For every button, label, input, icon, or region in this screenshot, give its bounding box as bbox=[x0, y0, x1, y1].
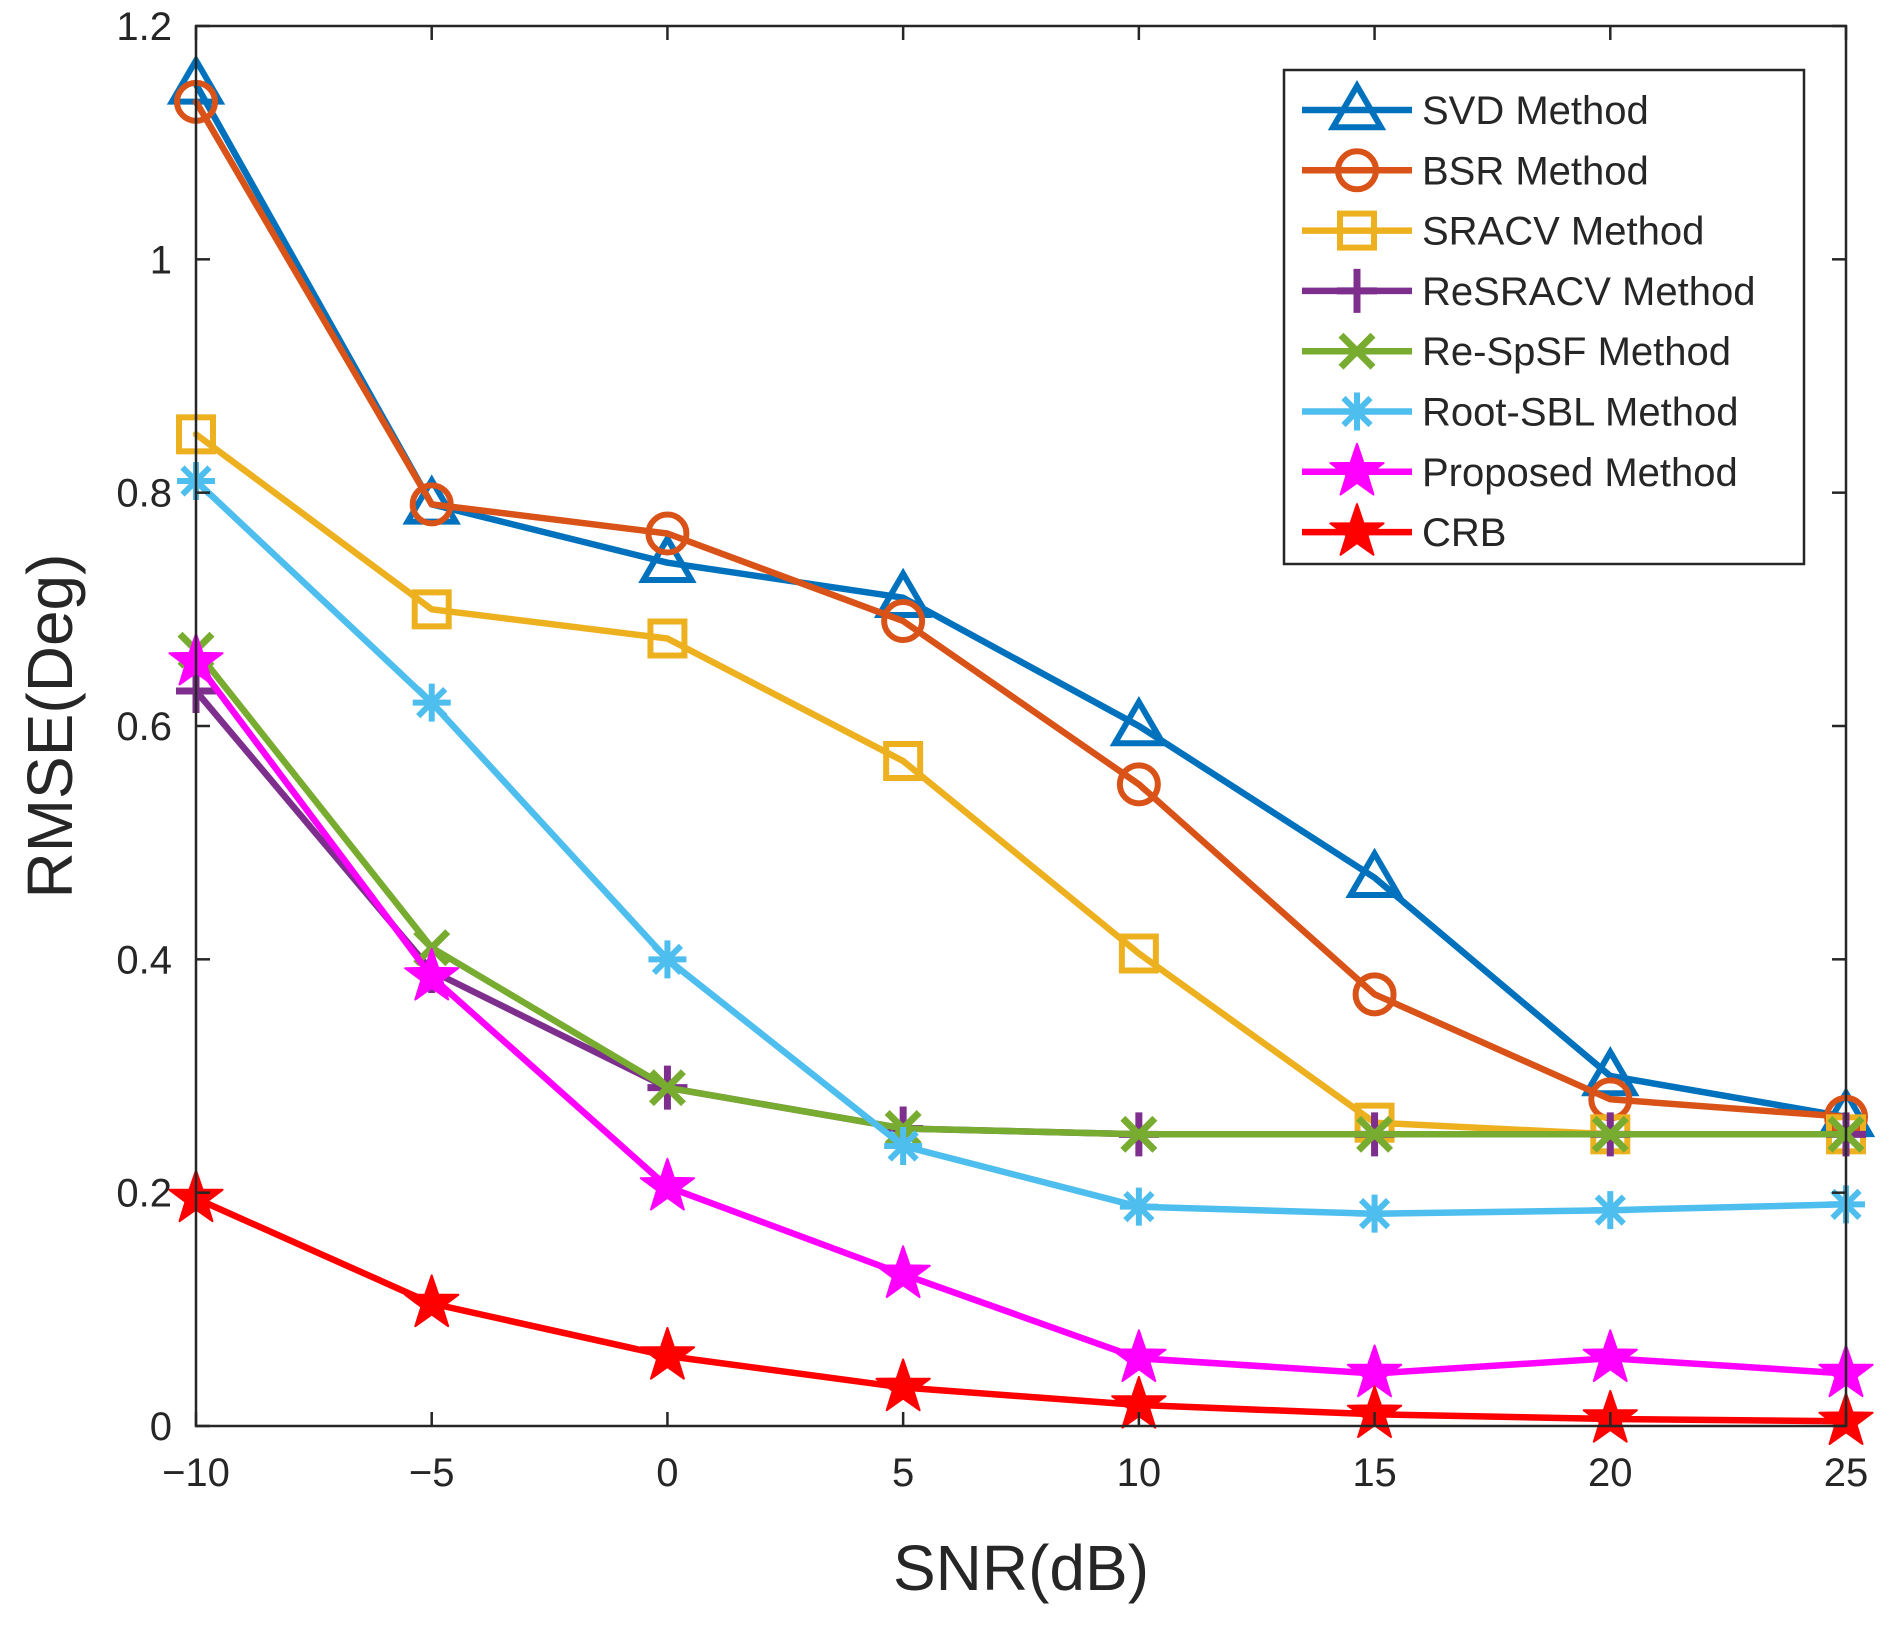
data-point-svd-method bbox=[1345, 847, 1404, 898]
data-point-proposed-method bbox=[639, 1157, 696, 1211]
legend: SVD Method BSR Method SRACV Method ReSRACV … bbox=[1282, 68, 1806, 566]
ticks-layer: −10 −5 0 5 10 15 20 25 0 0.2 0.4 0.6 0.8 1 1.2 bbox=[116, 5, 1868, 1495]
data-point-proposed-method bbox=[1111, 1329, 1167, 1382]
data-point-root-sbl-method bbox=[648, 940, 687, 979]
data-point-sracv-method bbox=[1118, 933, 1159, 974]
data-point-sracv-method bbox=[883, 741, 924, 781]
x-axis-label: SNR(dB) bbox=[893, 1532, 1149, 1604]
data-point-sracv-method bbox=[411, 589, 452, 630]
legend-item-root-sbl-method: Root-SBL Method bbox=[1302, 391, 1738, 435]
data-point-root-sbl-method bbox=[1355, 1194, 1394, 1233]
data-point-re-spsf-method bbox=[1591, 1115, 1629, 1153]
data-point-root-sbl-method bbox=[412, 683, 451, 722]
data-point-proposed-method bbox=[1582, 1329, 1638, 1382]
data-point-svd-method bbox=[873, 567, 933, 618]
y-tick-label: 0.4 bbox=[116, 938, 172, 982]
x-tick-label: 25 bbox=[1824, 1451, 1869, 1495]
data-point-proposed-method bbox=[875, 1245, 931, 1298]
y-tick-label: 0 bbox=[150, 1405, 172, 1449]
legend-item-svd-method: SVD Method bbox=[1302, 80, 1649, 133]
data-point-bsr-method bbox=[409, 482, 454, 527]
data-point-re-spsf-method bbox=[648, 1069, 686, 1107]
data-point-root-sbl-method bbox=[1119, 1187, 1158, 1226]
data-point-re-spsf-method bbox=[1356, 1115, 1394, 1153]
legend-marker bbox=[1329, 503, 1385, 556]
series-line-bsr-method bbox=[192, 98, 1850, 1121]
legend-box bbox=[1282, 68, 1806, 566]
legend-label: ReSRACV Method bbox=[1422, 270, 1755, 314]
x-tick-label: 5 bbox=[892, 1451, 914, 1495]
legend-item-crb: CRB bbox=[1302, 503, 1506, 556]
x-tick-label: 15 bbox=[1352, 1451, 1397, 1495]
y-tick-label: 0.2 bbox=[116, 1172, 172, 1216]
data-point-crb bbox=[404, 1274, 460, 1328]
x-tick-label: 10 bbox=[1117, 1451, 1162, 1495]
data-point-crb bbox=[639, 1327, 696, 1380]
data-point-proposed-method bbox=[404, 947, 460, 1001]
legend-marker bbox=[1338, 392, 1376, 431]
legend-label: BSR Method bbox=[1422, 149, 1649, 193]
legend-marker bbox=[1329, 442, 1385, 496]
y-tick-label: 0.8 bbox=[116, 472, 172, 516]
series-line-re-spsf-method bbox=[192, 646, 1850, 1138]
y-tick-label: 1.2 bbox=[116, 5, 172, 49]
data-point-root-sbl-method bbox=[884, 1127, 923, 1165]
data-point-svd-method bbox=[1581, 1046, 1640, 1097]
x-tick-label: 0 bbox=[656, 1451, 678, 1495]
legend-label: Root-SBL Method bbox=[1422, 391, 1738, 435]
data-point-sracv-method bbox=[647, 618, 688, 659]
legend-label: CRB bbox=[1422, 511, 1506, 555]
legend-label: SRACV Method bbox=[1422, 210, 1704, 254]
data-point-re-spsf-method bbox=[1120, 1115, 1158, 1153]
series-line-root-sbl-method bbox=[192, 477, 1850, 1217]
legend-item-bsr-method: BSR Method bbox=[1302, 148, 1649, 193]
legend-item-resracv-method: ReSRACV Method bbox=[1302, 268, 1755, 314]
data-point-root-sbl-method bbox=[1591, 1191, 1630, 1230]
series-line-svd-method bbox=[192, 81, 1850, 1121]
legend-label: Proposed Method bbox=[1422, 451, 1738, 495]
data-point-svd-method bbox=[638, 532, 697, 583]
x-tick-label: 20 bbox=[1588, 1451, 1633, 1495]
legend-marker bbox=[1335, 148, 1379, 193]
y-tick-label: 0.6 bbox=[116, 705, 172, 749]
y-axis-label: RMSE(Deg) bbox=[14, 554, 86, 899]
data-point-bsr-method bbox=[1116, 762, 1161, 807]
data-point-bsr-method bbox=[645, 511, 690, 556]
series-line-proposed-method bbox=[192, 658, 1850, 1377]
legend-item-proposed-method: Proposed Method bbox=[1302, 442, 1738, 496]
legend-marker bbox=[1337, 210, 1377, 251]
x-tick-label: −10 bbox=[162, 1451, 230, 1495]
legend-item-re-spsf-method: Re-SpSF Method bbox=[1302, 330, 1731, 374]
legend-label: Re-SpSF Method bbox=[1422, 330, 1731, 374]
series-line-crb bbox=[192, 1195, 1850, 1425]
data-point-bsr-method bbox=[881, 599, 926, 643]
legend-marker bbox=[1337, 268, 1377, 313]
data-point-svd-method bbox=[1109, 696, 1169, 747]
data-point-bsr-method bbox=[1352, 972, 1397, 1017]
legend-marker bbox=[1338, 332, 1376, 370]
data-point-crb bbox=[875, 1358, 931, 1412]
data-point-proposed-method bbox=[1346, 1344, 1403, 1398]
legend-item-sracv-method: SRACV Method bbox=[1302, 210, 1704, 254]
x-tick-label: −5 bbox=[409, 1451, 455, 1495]
legend-marker bbox=[1327, 80, 1387, 131]
legend-label: SVD Method bbox=[1422, 89, 1649, 133]
y-tick-label: 1 bbox=[150, 238, 172, 282]
